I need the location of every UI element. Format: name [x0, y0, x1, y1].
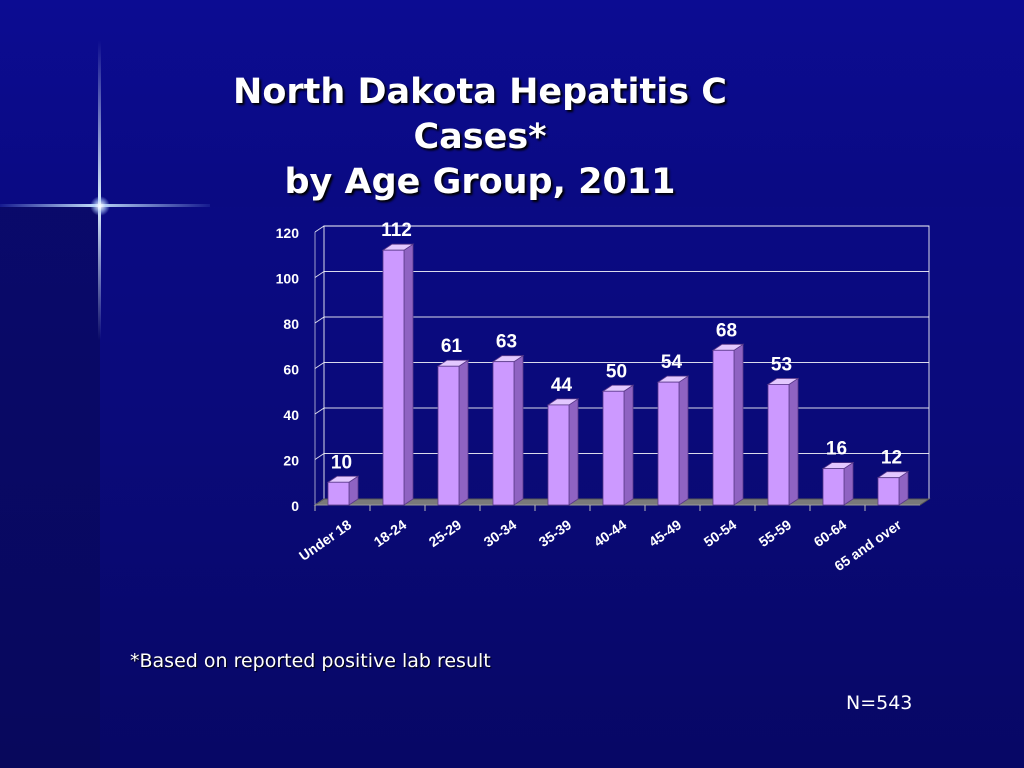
bar — [877, 477, 900, 506]
bar — [767, 384, 790, 506]
data-label: 68 — [716, 320, 737, 341]
data-label: 54 — [661, 352, 683, 373]
bar-side — [403, 243, 414, 506]
gridline-depth — [314, 316, 325, 324]
x-tick-label: 18-24 — [371, 516, 410, 550]
y-tick-label: 100 — [276, 271, 300, 287]
data-label: 50 — [606, 361, 627, 382]
y-tick-label: 40 — [283, 407, 299, 423]
y-tick-label: 80 — [283, 316, 299, 332]
gridline-depth — [314, 407, 325, 415]
data-label: 61 — [441, 336, 463, 357]
bar-side — [458, 359, 469, 506]
data-label: 10 — [331, 452, 352, 473]
bar — [492, 361, 515, 506]
data-label: 63 — [496, 332, 517, 353]
sample-size-label: N=543 — [846, 692, 913, 714]
data-label: 53 — [771, 354, 792, 375]
bar — [602, 390, 625, 506]
y-tick-label: 60 — [283, 362, 299, 378]
x-tick-label: 40-44 — [591, 516, 630, 550]
x-tick-label: 25-29 — [426, 516, 465, 550]
bar — [327, 481, 350, 506]
bar-side — [678, 375, 689, 506]
data-label: 16 — [826, 439, 847, 460]
bar-side — [733, 343, 744, 506]
bar — [382, 249, 405, 506]
y-tick-label: 120 — [276, 225, 300, 241]
bar — [547, 404, 570, 506]
bar — [712, 349, 735, 506]
light-flare-vertical — [98, 40, 101, 340]
gridline-depth — [314, 271, 325, 278]
title-line-1: North Dakota Hepatitis C Cases* — [233, 72, 727, 157]
x-tick-label: Under 18 — [296, 516, 354, 564]
bar — [657, 381, 680, 506]
x-tick-label: 55-59 — [756, 516, 795, 550]
data-label: 112 — [381, 220, 412, 241]
data-label: 12 — [881, 448, 902, 469]
light-flare-center — [90, 196, 110, 216]
bar-side — [843, 461, 854, 506]
data-label: 44 — [551, 375, 573, 396]
slide-title: North Dakota Hepatitis C Cases* by Age G… — [180, 70, 780, 205]
bar-side — [568, 398, 579, 506]
y-tick-label: 20 — [283, 453, 299, 469]
gridline-depth — [314, 453, 325, 460]
y-tick-label: 0 — [291, 498, 299, 514]
x-tick-label: 35-39 — [536, 516, 575, 550]
bar-side — [788, 377, 799, 506]
gridline-depth — [314, 225, 325, 233]
bar-side — [623, 384, 634, 506]
x-tick-label: 60-64 — [811, 516, 850, 550]
title-line-2: by Age Group, 2011 — [284, 162, 676, 202]
x-tick-label: 50-54 — [701, 516, 740, 550]
footnote: *Based on reported positive lab result — [130, 650, 491, 672]
bar — [822, 468, 845, 506]
bar-side — [513, 354, 524, 506]
top-background-band — [0, 0, 1024, 207]
gridline-depth — [314, 362, 325, 369]
x-tick-label: 30-34 — [481, 516, 520, 550]
bar — [437, 365, 460, 506]
x-tick-label: 45-49 — [646, 516, 685, 550]
